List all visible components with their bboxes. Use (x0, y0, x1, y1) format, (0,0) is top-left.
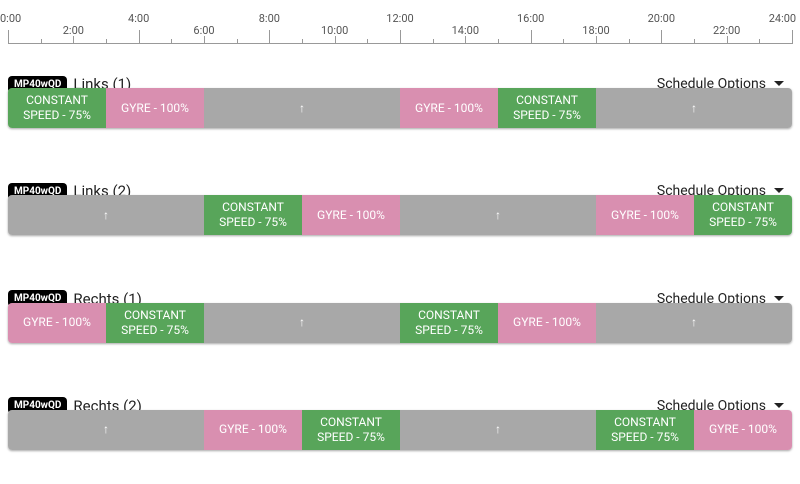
time-label: 22:00 (712, 24, 741, 37)
segment-label: ↑ (103, 422, 109, 437)
segment-label: ↑ (299, 100, 305, 115)
segment-label: CONSTANT SPEED - 75% (219, 200, 287, 230)
time-label: 20:00 (647, 12, 676, 25)
minor-tick (759, 39, 761, 44)
schedule-segment[interactable]: CONSTANT SPEED - 75% (204, 195, 302, 236)
segment-label: ↑ (691, 315, 697, 330)
tick-mark (73, 36, 75, 44)
tick-mark (465, 36, 467, 44)
segment-label: GYRE - 100% (219, 422, 287, 437)
minor-tick (302, 39, 303, 44)
tick-mark (269, 30, 271, 44)
segment-label: CONSTANT SPEED - 75% (709, 200, 777, 230)
dropdown-arrow (774, 81, 784, 86)
schedule-bar: ↑ GYRE - 100% CONSTANT SPEED - 75% ↑ CONSTAN… (8, 409, 792, 450)
tick-mark (596, 36, 597, 44)
segment-label: GYRE - 100% (611, 207, 679, 222)
schedule-segment[interactable]: GYRE - 100% (204, 409, 302, 450)
minor-tick (628, 39, 630, 44)
time-label: 8:00 (258, 12, 280, 25)
segment-label: ↑ (103, 207, 109, 222)
segment-label: ↑ (495, 422, 501, 437)
minor-tick (563, 39, 565, 44)
segment-label: CONSTANT SPEED - 75% (317, 414, 385, 444)
schedule-segment[interactable]: ↑ (400, 195, 596, 236)
minor-tick (694, 39, 695, 44)
time-label: 12:00 (386, 12, 414, 25)
schedule-segment[interactable]: ↑ (400, 409, 596, 450)
schedule-segment[interactable]: CONSTANT SPEED - 75% (8, 88, 106, 128)
tick-mark (400, 30, 401, 44)
time-label: 10:00 (320, 24, 349, 37)
tick-mark (661, 30, 663, 44)
segment-label: ↑ (691, 100, 697, 115)
time-label: 4:00 (128, 12, 150, 25)
tick-mark (8, 30, 9, 44)
schedule-segment[interactable]: ↑ (596, 88, 792, 128)
schedule-segment[interactable]: GYRE - 100% (106, 88, 204, 128)
schedule-segment[interactable]: CONSTANT SPEED - 75% (302, 409, 400, 450)
schedule-segment[interactable]: CONSTANT SPEED - 75% (106, 302, 204, 343)
dropdown-arrow (774, 402, 784, 408)
minor-tick (106, 39, 107, 44)
schedule-segment[interactable]: ↑ (8, 409, 204, 450)
schedule-segment[interactable]: CONSTANT SPEED - 75% (400, 302, 498, 343)
minor-tick (367, 39, 369, 44)
time-label: 6:00 (193, 24, 215, 37)
segment-label: GYRE - 100% (317, 207, 385, 222)
segment-label: ↑ (299, 315, 305, 330)
schedule-segment[interactable]: GYRE - 100% (498, 302, 596, 343)
tick-mark (138, 30, 140, 44)
schedule-bar: ↑ CONSTANT SPEED - 75% GYRE - 100% ↑ GYRE - … (8, 195, 792, 236)
time-label: 14:00 (451, 24, 480, 37)
tick-mark (530, 30, 532, 44)
segment-label: GYRE - 100% (23, 315, 91, 330)
schedule-segment[interactable]: ↑ (8, 195, 204, 236)
timeline: 0:00 2:00 4:00 6:00 8:00 10:00 12:00 14:00 16:00… (0, 0, 796, 48)
segment-label: GYRE - 100% (121, 100, 189, 115)
segment-label: GYRE - 100% (415, 100, 483, 115)
schedule-segment[interactable]: ↑ (596, 302, 792, 343)
schedule-bar: CONSTANT SPEED - 75% GYRE - 100% ↑ GYRE - 1… (8, 88, 792, 128)
segment-label: CONSTANT SPEED - 75% (513, 93, 581, 122)
minor-tick (498, 39, 499, 44)
segment-label: GYRE - 100% (709, 422, 777, 437)
tick-mark (204, 36, 205, 44)
segment-label: CONSTANT SPEED - 75% (121, 307, 189, 337)
schedule-segment[interactable]: GYRE - 100% (596, 195, 694, 236)
segment-label: CONSTANT SPEED - 75% (611, 414, 679, 444)
segment-label: CONSTANT SPEED - 75% (23, 93, 91, 122)
dropdown-arrow (774, 295, 784, 301)
time-label: 24:00 (768, 12, 797, 25)
minor-tick (432, 39, 434, 44)
schedule-segment[interactable]: GYRE - 100% (400, 88, 498, 128)
minor-tick (171, 39, 173, 44)
tick-mark (334, 36, 336, 44)
time-label: 2:00 (62, 24, 84, 37)
tick-mark (726, 36, 728, 44)
schedule-segment[interactable]: GYRE - 100% (302, 195, 400, 236)
tick-mark (792, 30, 793, 44)
time-label: 18:00 (582, 24, 610, 37)
segment-label: GYRE - 100% (513, 315, 581, 330)
schedule-segment[interactable]: GYRE - 100% (694, 409, 792, 450)
schedule-segment[interactable]: ↑ (204, 88, 400, 128)
schedule-segment[interactable]: ↑ (204, 302, 400, 343)
dropdown-arrow (774, 188, 784, 194)
schedule-segment[interactable]: CONSTANT SPEED - 75% (694, 195, 792, 236)
time-label: 16:00 (516, 12, 545, 25)
minor-tick (40, 39, 42, 44)
schedule-segment[interactable]: GYRE - 100% (8, 302, 106, 343)
minor-tick (236, 39, 238, 44)
segment-label: ↑ (495, 207, 501, 222)
schedule-segment[interactable]: CONSTANT SPEED - 75% (596, 409, 694, 450)
time-label: 0:00 (0, 12, 22, 25)
schedule-segment[interactable]: CONSTANT SPEED - 75% (498, 88, 596, 128)
segment-label: CONSTANT SPEED - 75% (415, 307, 483, 337)
schedule-bar: GYRE - 100% CONSTANT SPEED - 75% ↑ CONSTANT… (8, 302, 792, 343)
